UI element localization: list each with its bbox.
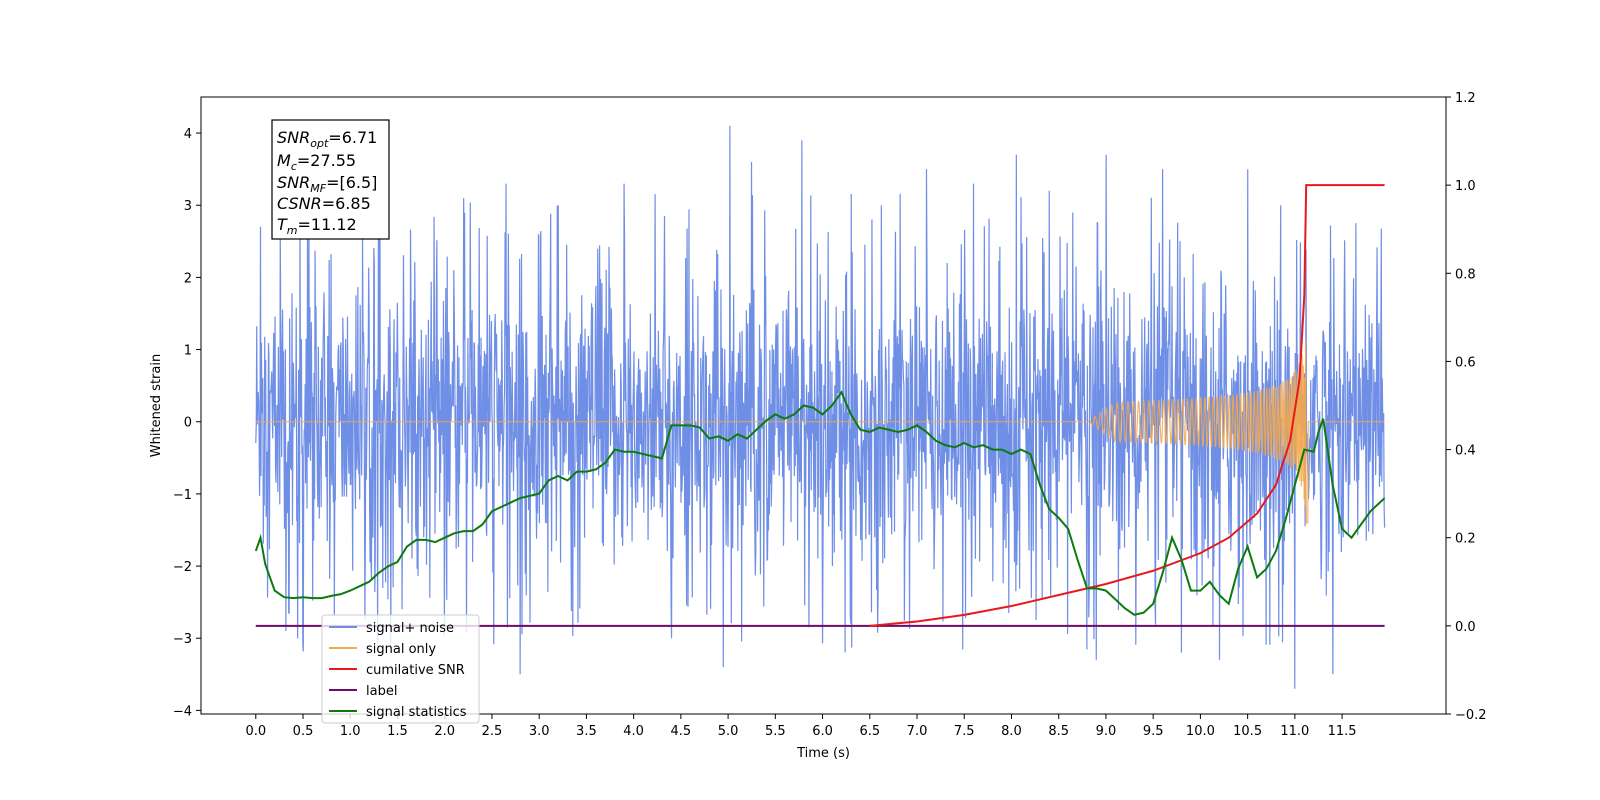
- series-line-signal-only: [255, 340, 1385, 524]
- y2-tick-label: −0.2: [1455, 708, 1487, 723]
- legend: signal+ noise signal only cumilative SNR la…: [321, 614, 480, 724]
- series-line-signal-noise: [255, 125, 1386, 689]
- series-line-cumulative-snr: [869, 184, 1385, 627]
- y-tick-label: 3: [184, 199, 192, 214]
- annotation-line: CSNR=6.85: [277, 194, 371, 213]
- annotation-line: SNRopt=6.71: [277, 128, 377, 150]
- x-tick-label: 7.0: [907, 724, 928, 739]
- legend-entry: signal only: [366, 642, 436, 657]
- annotation-line: Mc=27.55: [277, 151, 356, 173]
- x-tick-label: 7.5: [954, 724, 975, 739]
- x-tick-label: 4.5: [671, 724, 692, 739]
- x-tick-label: 8.5: [1048, 724, 1069, 739]
- x-tick-label: 4.0: [623, 724, 644, 739]
- x-tick-label: 9.5: [1143, 724, 1164, 739]
- plot-area: [254, 125, 1386, 689]
- x-tick-label: 0.0: [245, 724, 266, 739]
- x-tick-label: 1.5: [387, 724, 408, 739]
- y2-tick-label: 0.4: [1455, 444, 1476, 459]
- x-axis-label: Time (s): [796, 746, 850, 761]
- legend-entry: signal+ noise: [366, 621, 454, 636]
- y2-tick-label: 0.0: [1455, 620, 1476, 635]
- y-tick-label: 2: [184, 271, 192, 286]
- x-tick-label: 3.5: [576, 724, 597, 739]
- x-tick-label: 0.5: [293, 724, 314, 739]
- y-tick-label: 0: [184, 416, 192, 431]
- x-tick-label: 11.5: [1328, 724, 1357, 739]
- x-tick-label: 6.0: [812, 724, 833, 739]
- plot-frame: [200, 96, 1447, 715]
- x-tick-label: 6.5: [859, 724, 880, 739]
- x-tick-label: 2.0: [434, 724, 455, 739]
- x-tick-label: 11.0: [1280, 724, 1309, 739]
- y2-tick-label: 0.2: [1455, 532, 1476, 547]
- y-axis-label: Whitened strain: [149, 354, 164, 457]
- x-tick-label: 5.5: [765, 724, 786, 739]
- x-tick-label: 5.0: [718, 724, 739, 739]
- series-line-signal-statistics: [254, 390, 1386, 616]
- y2-tick-label: 0.6: [1455, 355, 1476, 370]
- y2-tick-label: 1.0: [1455, 179, 1476, 194]
- annotation-line: SNRMF=[6.5]: [277, 173, 377, 195]
- x-tick-label: 9.0: [1096, 724, 1117, 739]
- annotation-frame: [271, 119, 390, 240]
- y-tick-label: 1: [184, 344, 192, 359]
- legend-frame: [321, 614, 480, 724]
- y-tick-label: −4: [173, 704, 192, 719]
- legend-entry: signal statistics: [366, 705, 467, 720]
- axes: 0.0 0.5 1.0 1.5 2.0 2.5 3.0 3.5 4.0 4.5 5.0 5.5 6.0 6…: [173, 91, 1487, 739]
- legend-entry: cumilative SNR: [366, 663, 465, 678]
- annotation-line: Tm=11.12: [277, 215, 357, 237]
- y2-tick-label: 1.2: [1455, 91, 1476, 106]
- y-tick-label: 4: [184, 127, 192, 142]
- x-tick-label: 3.0: [529, 724, 550, 739]
- y2-tick-label: 0.8: [1455, 267, 1476, 282]
- y-tick-label: −3: [173, 632, 192, 647]
- x-tick-label: 2.5: [482, 724, 503, 739]
- x-tick-label: 8.0: [1001, 724, 1022, 739]
- y-tick-label: −2: [173, 560, 192, 575]
- y-tick-label: −1: [173, 488, 192, 503]
- x-tick-label: 10.0: [1186, 724, 1215, 739]
- x-tick-label: 1.0: [340, 724, 361, 739]
- x-tick-label: 10.5: [1233, 724, 1262, 739]
- legend-entry: label: [366, 684, 397, 699]
